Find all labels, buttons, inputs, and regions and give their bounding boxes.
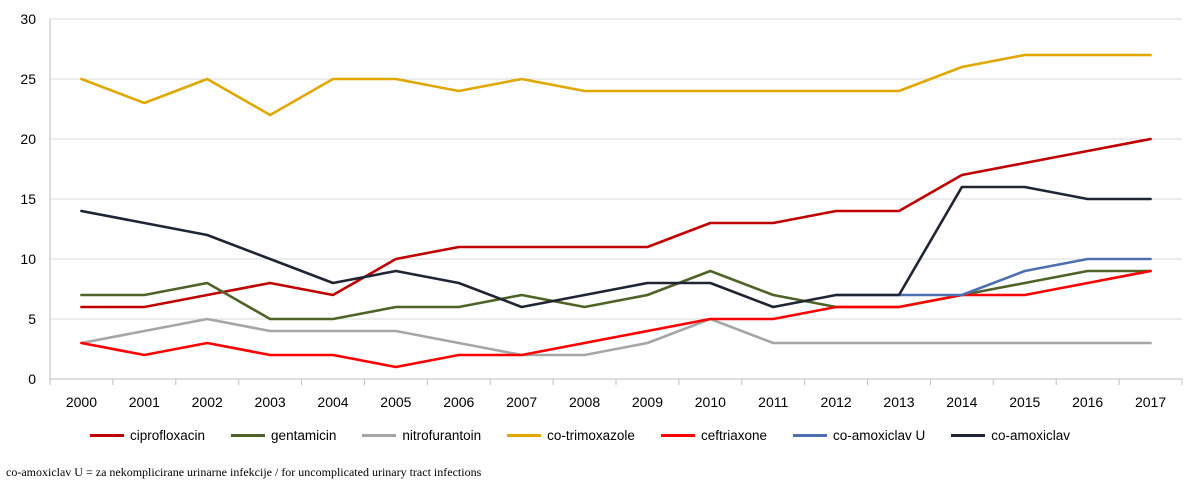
legend-item: ceftriaxone bbox=[660, 428, 767, 443]
legend-item: co-amoxiclav bbox=[951, 428, 1070, 443]
x-tick-label: 2006 bbox=[443, 394, 474, 410]
y-tick-label: 15 bbox=[20, 191, 36, 207]
x-tick-label: 2012 bbox=[821, 394, 852, 410]
x-tick-label: 2016 bbox=[1072, 394, 1103, 410]
y-tick-label: 20 bbox=[20, 131, 36, 147]
footnote: co-amoxiclav U = za nekomplicirane urina… bbox=[6, 465, 482, 479]
axes bbox=[49, 19, 1183, 385]
legend-swatch bbox=[90, 434, 124, 437]
y-tick-labels: 0 5 10 15 20 25 30 bbox=[20, 11, 36, 387]
legend-label: co-amoxiclav U bbox=[832, 428, 926, 443]
x-tick-label: 2008 bbox=[569, 394, 600, 410]
x-tick-label: 2001 bbox=[129, 394, 160, 410]
y-tick-label: 30 bbox=[20, 11, 36, 27]
legend-label: nitrofurantoin bbox=[402, 428, 482, 443]
legend-swatch bbox=[660, 434, 695, 437]
x-tick-label: 2000 bbox=[66, 394, 97, 410]
legend-swatch bbox=[362, 434, 397, 437]
gridlines bbox=[50, 18, 1182, 320]
legend-item: gentamicin bbox=[231, 428, 336, 443]
y-tick-label: 0 bbox=[28, 371, 36, 387]
y-tick-label: 5 bbox=[28, 311, 36, 327]
series-line-ceftriaxone bbox=[80, 269, 1152, 369]
series-line-ciprofloxacin bbox=[80, 137, 1152, 309]
x-tick-label: 2005 bbox=[380, 394, 411, 410]
x-tick-label: 2009 bbox=[632, 394, 663, 410]
y-tick-label: 10 bbox=[20, 251, 36, 267]
legend-item: nitrofurantoin bbox=[362, 428, 481, 443]
x-tick-label: 2003 bbox=[255, 394, 286, 410]
legend-item: ciprofloxacin bbox=[90, 428, 205, 443]
legend-label: ciprofloxacin bbox=[130, 428, 206, 443]
x-tick-label: 2011 bbox=[758, 394, 788, 410]
legend-swatch bbox=[951, 434, 986, 437]
legend-swatch bbox=[507, 434, 542, 437]
x-tick-label: 2002 bbox=[192, 394, 223, 410]
series-line-co-trimoxazole bbox=[80, 53, 1152, 117]
x-tick-label: 2004 bbox=[317, 394, 348, 410]
series-line-co-amoxiclav bbox=[80, 185, 1152, 309]
series-line-nitrofurantoin bbox=[80, 317, 1152, 357]
legend-label: co-trimoxazole bbox=[547, 428, 635, 443]
series-line-gentamicin bbox=[80, 269, 1152, 321]
legend: ciprofloxacin gentamicin nitrofurantoin co-… bbox=[90, 428, 1160, 443]
legend-label: ceftriaxone bbox=[700, 428, 767, 443]
x-tick-label: 2010 bbox=[695, 394, 726, 410]
legend-item: co-trimoxazole bbox=[507, 428, 635, 443]
legend-swatch bbox=[231, 434, 266, 437]
x-tick-labels: 2000 2001 2002 2003 2004 2005 2006 2007 2008 2009… bbox=[66, 394, 1166, 410]
x-tick-label: 2014 bbox=[946, 394, 977, 410]
legend-item: co-amoxiclav U bbox=[792, 428, 926, 443]
x-tick-label: 2013 bbox=[883, 394, 914, 410]
legend-label: gentamicin bbox=[271, 428, 337, 443]
legend-swatch bbox=[792, 434, 827, 437]
x-tick-label: 2017 bbox=[1135, 394, 1166, 410]
legend-label: co-amoxiclav bbox=[991, 428, 1071, 443]
x-tick-label: 2007 bbox=[506, 394, 537, 410]
y-tick-label: 25 bbox=[20, 71, 36, 87]
series-lines bbox=[80, 53, 1152, 369]
x-tick-label: 2015 bbox=[1009, 394, 1040, 410]
